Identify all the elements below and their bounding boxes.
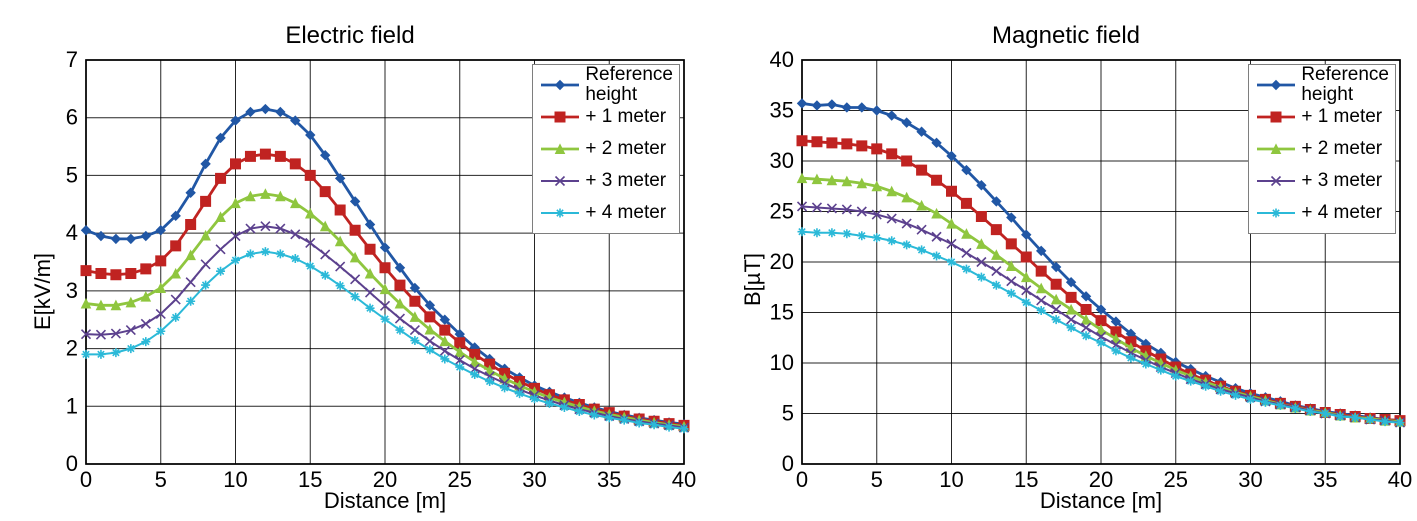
svg-text:30: 30: [770, 148, 794, 173]
magnetic-legend-row-1: + 1 meter: [1255, 101, 1389, 133]
magnetic-title: Magnetic field: [716, 22, 1416, 50]
svg-text:20: 20: [770, 249, 794, 274]
magnetic-legend-row-2: + 2 meter: [1255, 133, 1389, 165]
legend-label: Reference height: [585, 65, 673, 105]
magnetic-legend-row-3: + 3 meter: [1255, 165, 1389, 197]
legend-swatch-icon: [539, 137, 581, 161]
svg-text:2: 2: [66, 336, 78, 361]
svg-text:40: 40: [770, 47, 794, 72]
electric-xlabel: Distance [m]: [86, 488, 684, 514]
legend-swatch-icon: [539, 105, 581, 129]
svg-text:5: 5: [782, 401, 794, 426]
svg-text:5: 5: [66, 162, 78, 187]
legend-swatch-icon: [1255, 169, 1297, 193]
magnetic-ylabel: B[µT]: [740, 253, 766, 306]
svg-text:7: 7: [66, 47, 78, 72]
legend-label: + 4 meter: [585, 203, 666, 223]
legend-label: + 2 meter: [585, 139, 666, 159]
legend-swatch-icon: [1255, 137, 1297, 161]
svg-text:15: 15: [770, 300, 794, 325]
electric-legend: Reference height+ 1 meter+ 2 meter+ 3 me…: [532, 64, 680, 234]
svg-text:35: 35: [770, 98, 794, 123]
electric-legend-row-3: + 3 meter: [539, 165, 673, 197]
electric-plot: 051015202530354001234567Reference height…: [86, 60, 684, 464]
legend-swatch-icon: [539, 169, 581, 193]
electric-legend-row-0: Reference height: [539, 69, 673, 101]
svg-text:6: 6: [66, 105, 78, 130]
magnetic-plot: 05101520253035400510152025303540Referenc…: [802, 60, 1400, 464]
magnetic-legend-row-0: Reference height: [1255, 69, 1389, 101]
magnetic-xlabel: Distance [m]: [802, 488, 1400, 514]
legend-label: + 2 meter: [1301, 139, 1382, 159]
electric-legend-row-4: + 4 meter: [539, 197, 673, 229]
svg-text:3: 3: [66, 278, 78, 303]
legend-label: + 3 meter: [1301, 171, 1382, 191]
electric-ylabel: E[kV/m]: [30, 253, 56, 330]
legend-swatch-icon: [1255, 201, 1297, 225]
svg-text:1: 1: [66, 393, 78, 418]
svg-text:4: 4: [66, 220, 78, 245]
legend-swatch-icon: [1255, 73, 1297, 97]
magnetic-legend-row-4: + 4 meter: [1255, 197, 1389, 229]
magnetic-legend: Reference height+ 1 meter+ 2 meter+ 3 me…: [1248, 64, 1396, 234]
svg-text:25: 25: [770, 199, 794, 224]
electric-title: Electric field: [0, 22, 700, 50]
svg-text:0: 0: [66, 451, 78, 476]
legend-swatch-icon: [539, 201, 581, 225]
figure-wrap: Electric field E[kV/m] 05101520253035400…: [0, 0, 1417, 521]
legend-swatch-icon: [1255, 105, 1297, 129]
electric-legend-row-1: + 1 meter: [539, 101, 673, 133]
legend-label: + 1 meter: [585, 107, 666, 127]
legend-label: + 4 meter: [1301, 203, 1382, 223]
legend-label: + 3 meter: [585, 171, 666, 191]
legend-swatch-icon: [539, 73, 581, 97]
legend-label: Reference height: [1301, 65, 1389, 105]
svg-text:10: 10: [770, 350, 794, 375]
legend-label: + 1 meter: [1301, 107, 1382, 127]
electric-legend-row-2: + 2 meter: [539, 133, 673, 165]
svg-text:0: 0: [782, 451, 794, 476]
